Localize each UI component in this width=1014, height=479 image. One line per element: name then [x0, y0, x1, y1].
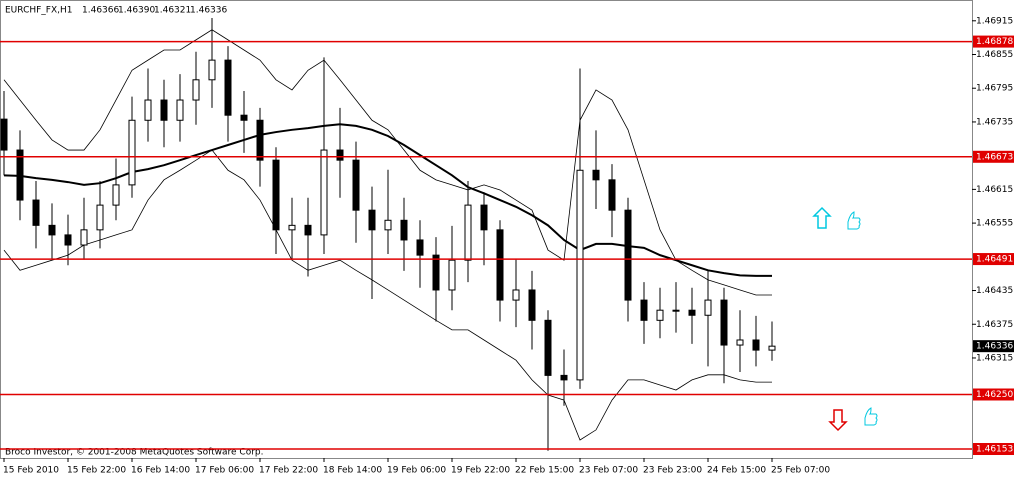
footer: Broco Investor, © 2001-2008 MetaQuotes S…: [5, 448, 264, 458]
candle-body: [624, 209, 632, 301]
indicator-line: [3, 29, 772, 296]
candle-body: [496, 229, 504, 301]
up-arrow: [812, 206, 832, 229]
current-price-label: 1.46336: [976, 342, 1013, 352]
candle-body: [0, 118, 8, 151]
candle-body: [592, 169, 600, 181]
x-tick-label: 23 Feb 07:00: [579, 466, 638, 476]
candle-body: [176, 99, 184, 121]
level-label-box: [973, 443, 1014, 456]
candle-body: [432, 254, 440, 291]
thumb-icon: [864, 407, 878, 426]
y-tick-label: 1.46615: [976, 185, 1013, 195]
x-tick-label: 16 Feb 14:00: [131, 466, 190, 476]
candle-body: [128, 119, 136, 186]
candle-body: [64, 234, 72, 246]
candle-body: [240, 114, 248, 121]
y-tick-label: 1.46915: [976, 16, 1013, 26]
candle-body: [96, 204, 104, 231]
x-tick-label: 19 Feb 22:00: [451, 466, 510, 476]
x-tick-label: 17 Feb 06:00: [195, 466, 254, 476]
candle-body: [416, 239, 424, 256]
level-label: 1.46673: [976, 152, 1013, 162]
candle-body: [640, 299, 648, 321]
candle-body: [752, 339, 760, 351]
level-label-box: [973, 253, 1014, 266]
candle-body: [768, 345, 776, 351]
current-price-box: [973, 340, 1014, 353]
y-tick-label: 1.46435: [976, 286, 1013, 296]
candle-body: [80, 229, 88, 246]
candle-body: [320, 149, 328, 236]
candle-body: [704, 299, 712, 316]
level-label: 1.46153: [976, 445, 1013, 455]
indicator-line: [3, 149, 772, 441]
candle-body: [720, 299, 728, 346]
x-tick-label: 15 Feb 22:00: [67, 466, 126, 476]
level-label: 1.46491: [976, 255, 1013, 265]
candle-body: [672, 309, 680, 312]
candle-body: [352, 159, 360, 211]
level-label-box: [973, 35, 1014, 48]
ohlc-value: 1.46336: [190, 6, 227, 16]
x-tick-label: 17 Feb 22:00: [259, 466, 318, 476]
candle-body: [288, 224, 296, 231]
candle-body: [368, 209, 376, 231]
ohlc-value: 1.46366: [82, 6, 119, 16]
candle-body: [448, 259, 456, 291]
thumb-icon: [847, 211, 861, 230]
y-tick-label: 1.46855: [976, 50, 1013, 60]
candle-body: [336, 149, 344, 161]
candle-body: [112, 184, 120, 206]
candle-body: [400, 219, 408, 241]
signal-icons: [812, 206, 878, 432]
candle-body: [480, 204, 488, 231]
candle-body: [512, 289, 520, 301]
candle-body: [144, 99, 152, 121]
candle-body: [16, 149, 24, 201]
down-arrow: [828, 409, 848, 432]
candle-body: [688, 309, 696, 316]
candle-body: [576, 169, 584, 381]
level-label: 1.46878: [976, 37, 1013, 47]
ohlc-value: 1.46321: [154, 6, 191, 16]
symbol: EURCHF_FX,H1: [5, 6, 73, 16]
candle-body: [192, 79, 200, 101]
candle-body: [560, 374, 568, 381]
ohlc-value: 1.46390: [118, 6, 155, 16]
x-tick-label: 22 Feb 15:00: [515, 466, 574, 476]
x-tick-label: 19 Feb 06:00: [387, 466, 446, 476]
candle-body: [544, 319, 552, 376]
level-label-box: [973, 388, 1014, 401]
level-label-box: [973, 150, 1014, 163]
level-label: 1.46250: [976, 390, 1013, 400]
candle-body: [160, 99, 168, 121]
candle-body: [256, 119, 264, 161]
x-tick-label: 18 Feb 14:00: [323, 466, 382, 476]
x-tick-label: 25 Feb 07:00: [771, 466, 830, 476]
x-tick-label: 15 Feb 2010: [3, 466, 59, 476]
candle-body: [32, 199, 40, 226]
x-tick-label: 24 Feb 15:00: [707, 466, 766, 476]
candle-body: [736, 339, 744, 346]
candle-body: [384, 219, 392, 231]
candle-body: [304, 224, 312, 236]
candle-body: [48, 224, 56, 236]
candle-body: [608, 179, 616, 211]
candle-body: [272, 159, 280, 231]
candle-body: [528, 289, 536, 321]
y-tick-label: 1.46735: [976, 117, 1013, 127]
y-tick-label: 1.46315: [976, 353, 1013, 363]
candle-body: [224, 59, 232, 116]
header: EURCHF_FX,H1 1.46366 1.46390 1.46321 1.4…: [5, 6, 227, 16]
y-tick-label: 1.46555: [976, 219, 1013, 229]
x-tick-label: 23 Feb 23:00: [643, 466, 702, 476]
candle-body: [464, 204, 472, 261]
y-tick-label: 1.46795: [976, 84, 1013, 94]
candle-body: [208, 59, 216, 81]
y-tick-label: 1.46375: [976, 320, 1013, 330]
candle-body: [656, 309, 664, 321]
